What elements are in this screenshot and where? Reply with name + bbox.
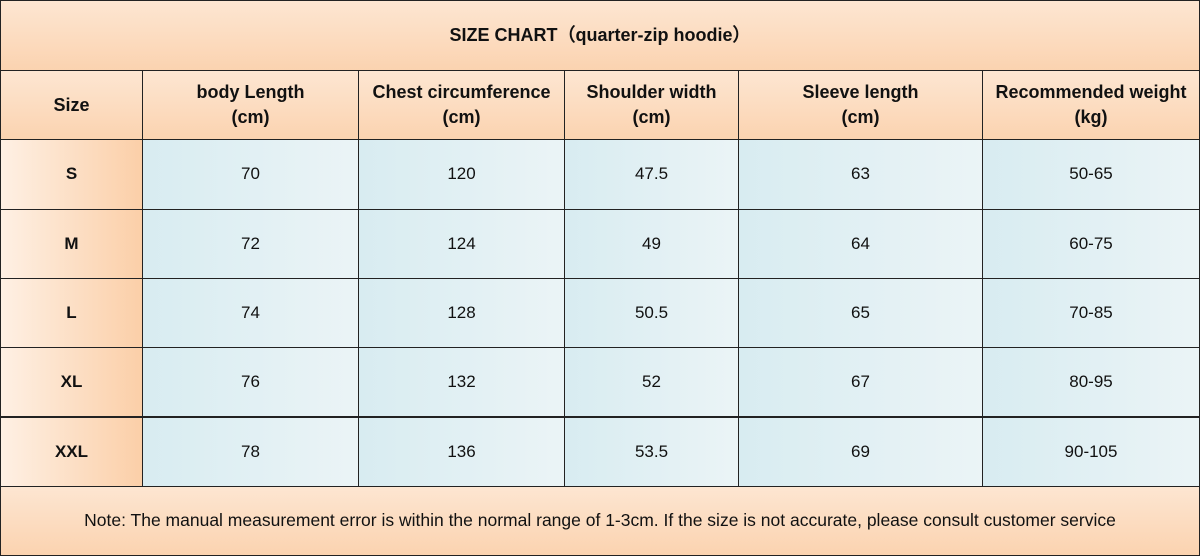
value: 67 (851, 372, 870, 392)
note: Note: The manual measurement error is wi… (84, 510, 1116, 530)
size-label: L (66, 303, 77, 323)
value: 65 (851, 303, 870, 323)
header-cell: Recommended weight (kg) (982, 70, 1200, 141)
value: 136 (447, 441, 476, 461)
header-name: Sleeve length (802, 82, 919, 103)
value-cell: 136 (358, 416, 565, 487)
size-cell: M (0, 208, 143, 279)
value: 47.5 (634, 164, 669, 184)
value-cell: 76 (142, 347, 359, 418)
value-cell: 60-75 (982, 208, 1200, 279)
value-cell: 120 (358, 139, 565, 210)
size-cell: XL (0, 347, 143, 418)
value-cell: 70-85 (982, 277, 1200, 349)
value-cell: 49 (564, 208, 739, 279)
value-cell: 78 (142, 416, 359, 487)
value-cell: 72 (142, 208, 359, 279)
value-cell: 69 (738, 416, 983, 487)
value-cell: 128 (358, 277, 565, 349)
header-unit: (cm) (632, 107, 671, 128)
value-cell: 63 (738, 139, 983, 210)
value: 132 (447, 372, 476, 392)
note-cell: Note: The manual measurement error is wi… (0, 485, 1200, 556)
value-cell: 74 (142, 277, 359, 349)
value-cell: 47.5 (564, 139, 739, 210)
header-unit: (cm) (841, 107, 880, 128)
header-unit: (cm) (231, 107, 270, 128)
value: 74 (241, 303, 260, 323)
value-cell: 67 (738, 347, 983, 418)
value-cell: 53.5 (564, 416, 739, 487)
value-cell: 90-105 (982, 416, 1200, 487)
value: 60-75 (1069, 233, 1113, 253)
value: 50.5 (634, 303, 669, 323)
header-cell: Size (0, 70, 143, 141)
size-label: M (64, 233, 79, 253)
value: 64 (851, 233, 870, 253)
value-cell: 64 (738, 208, 983, 279)
size-label: S (65, 164, 78, 184)
value: 52 (642, 372, 661, 392)
size-label: XL (60, 372, 83, 392)
value-cell: 124 (358, 208, 565, 279)
value: 90-105 (1064, 441, 1118, 461)
header-name: Chest circumference (372, 82, 551, 103)
size-cell: S (0, 139, 143, 210)
header-unit: (kg) (1074, 107, 1108, 128)
header-name: Shoulder width (586, 82, 717, 103)
size-cell: L (0, 277, 143, 349)
value: 120 (447, 164, 476, 184)
value: 70 (241, 164, 260, 184)
value-cell: 132 (358, 347, 565, 418)
header-unit: (cm) (442, 107, 481, 128)
value: 128 (447, 303, 476, 323)
value: 70-85 (1069, 303, 1113, 323)
value: 69 (851, 441, 870, 461)
header-name: body Length (196, 82, 305, 103)
value-cell: 52 (564, 347, 739, 418)
header-cell: Shoulder width (cm) (564, 70, 739, 141)
value-cell: 50.5 (564, 277, 739, 349)
value: 78 (241, 441, 260, 461)
value-cell: 80-95 (982, 347, 1200, 418)
header-cell: Chest circumference (cm) (358, 70, 565, 141)
value: 63 (851, 164, 870, 184)
header-cell: Sleeve length (cm) (738, 70, 983, 141)
value: 50-65 (1069, 164, 1113, 184)
value: 124 (447, 233, 476, 253)
header-name: Recommended weight (995, 82, 1187, 103)
value-cell: 65 (738, 277, 983, 349)
value: 76 (241, 372, 260, 392)
value-cell: 50-65 (982, 139, 1200, 210)
value: 49 (642, 233, 661, 253)
size-label: XXL (54, 441, 89, 461)
title-cell: SIZE CHART（quarter-zip hoodie） (0, 0, 1200, 71)
title: SIZE CHART（quarter-zip hoodie） (449, 25, 751, 45)
value: 72 (241, 233, 260, 253)
value: 80-95 (1069, 372, 1113, 392)
header-name: Size (53, 94, 90, 115)
size-cell: XXL (0, 416, 143, 487)
value-cell: 70 (142, 139, 359, 210)
value: 53.5 (634, 441, 669, 461)
header-cell: body Length (cm) (142, 70, 359, 141)
